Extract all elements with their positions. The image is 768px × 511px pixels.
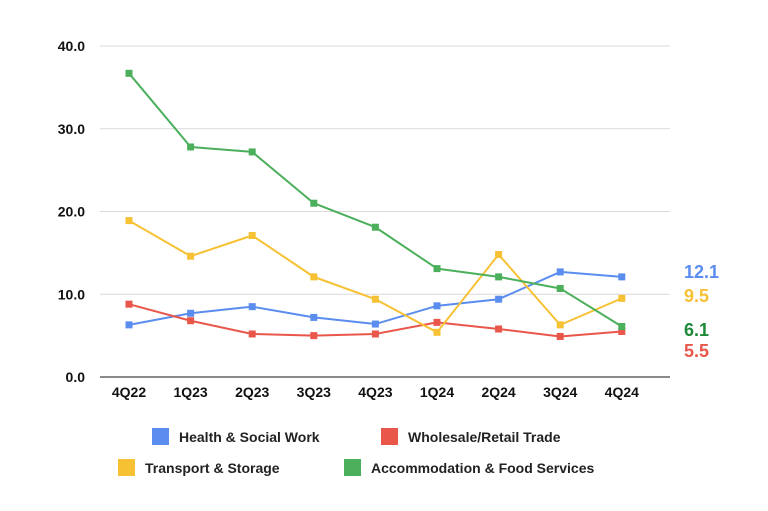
x-tick-label: 3Q23 bbox=[297, 384, 331, 400]
series-transport-storage bbox=[125, 217, 626, 336]
x-tick-label: 2Q23 bbox=[235, 384, 269, 400]
data-point bbox=[187, 143, 195, 151]
legend-swatch bbox=[118, 459, 135, 476]
y-tick-label: 0.0 bbox=[66, 369, 86, 385]
x-tick-label: 2Q24 bbox=[481, 384, 515, 400]
data-point bbox=[187, 317, 195, 325]
data-point bbox=[618, 294, 626, 302]
data-point bbox=[371, 330, 379, 338]
data-point bbox=[433, 302, 441, 310]
y-tick-label: 30.0 bbox=[58, 121, 85, 137]
end-label-wholesale-retail-trade: 5.5 bbox=[684, 341, 709, 361]
data-point bbox=[495, 251, 503, 259]
data-point bbox=[556, 268, 564, 276]
data-point bbox=[618, 327, 626, 335]
legend-swatch bbox=[344, 459, 361, 476]
data-point bbox=[371, 320, 379, 328]
data-point bbox=[433, 328, 441, 336]
series-wholesale-retail-trade bbox=[125, 300, 626, 340]
data-point bbox=[371, 295, 379, 303]
series-accommodation-food-services bbox=[125, 69, 626, 331]
legend-label: Health & Social Work bbox=[179, 429, 320, 445]
data-point bbox=[187, 309, 195, 317]
data-point bbox=[495, 325, 503, 333]
y-axis-tick-labels: 0.0 10.0 20.0 30.0 40.0 bbox=[58, 38, 85, 385]
legend-item-health-social-work: Health & Social Work bbox=[152, 428, 320, 445]
legend-item-transport-storage: Transport & Storage bbox=[118, 459, 280, 476]
legend-swatch bbox=[152, 428, 169, 445]
legend-label: Transport & Storage bbox=[145, 460, 280, 476]
data-point bbox=[618, 323, 626, 331]
legend-item-wholesale-retail-trade: Wholesale/Retail Trade bbox=[381, 428, 561, 445]
x-axis-tick-labels: 4Q22 1Q23 2Q23 3Q23 4Q23 1Q24 2Q24 3Q24 4Q24 bbox=[112, 384, 639, 400]
data-point bbox=[618, 273, 626, 281]
data-point bbox=[556, 284, 564, 292]
legend-label: Accommodation & Food Services bbox=[371, 460, 594, 476]
data-point bbox=[310, 332, 318, 340]
data-point bbox=[125, 300, 133, 308]
x-tick-label: 4Q23 bbox=[358, 384, 392, 400]
legend-label: Wholesale/Retail Trade bbox=[408, 429, 561, 445]
data-point bbox=[310, 313, 318, 321]
x-tick-label: 1Q24 bbox=[420, 384, 454, 400]
data-point bbox=[495, 273, 503, 281]
y-tick-label: 20.0 bbox=[58, 204, 85, 220]
data-point bbox=[556, 321, 564, 329]
data-point bbox=[495, 295, 503, 303]
end-value-labels: 12.1 5.5 9.5 6.1 bbox=[684, 262, 719, 361]
data-point bbox=[125, 321, 133, 329]
y-tick-label: 40.0 bbox=[58, 38, 85, 54]
end-label-health-social-work: 12.1 bbox=[684, 262, 719, 282]
data-point bbox=[248, 148, 256, 156]
data-point bbox=[248, 330, 256, 338]
x-tick-label: 1Q23 bbox=[173, 384, 207, 400]
series-line bbox=[128, 72, 623, 328]
data-point bbox=[248, 231, 256, 239]
data-point bbox=[125, 217, 133, 225]
data-point bbox=[187, 252, 195, 260]
x-tick-label: 3Q24 bbox=[543, 384, 577, 400]
data-point bbox=[248, 303, 256, 311]
x-tick-label: 4Q22 bbox=[112, 384, 146, 400]
end-label-transport-storage: 9.5 bbox=[684, 286, 709, 306]
data-point bbox=[433, 265, 441, 273]
y-tick-label: 10.0 bbox=[58, 286, 85, 302]
series-health-social-work bbox=[125, 268, 626, 329]
data-point bbox=[310, 199, 318, 207]
legend: Health & Social Work Wholesale/Retail Tra… bbox=[118, 428, 594, 476]
x-tick-label: 4Q24 bbox=[605, 384, 639, 400]
data-point bbox=[556, 332, 564, 340]
gridlines bbox=[100, 45, 670, 378]
legend-item-accommodation-food-services: Accommodation & Food Services bbox=[344, 459, 594, 476]
series-lines bbox=[125, 69, 626, 340]
end-label-accommodation-food-services: 6.1 bbox=[684, 320, 709, 340]
data-point bbox=[433, 318, 441, 326]
data-point bbox=[371, 223, 379, 231]
data-point bbox=[125, 69, 133, 77]
legend-swatch bbox=[381, 428, 398, 445]
data-point bbox=[310, 273, 318, 281]
